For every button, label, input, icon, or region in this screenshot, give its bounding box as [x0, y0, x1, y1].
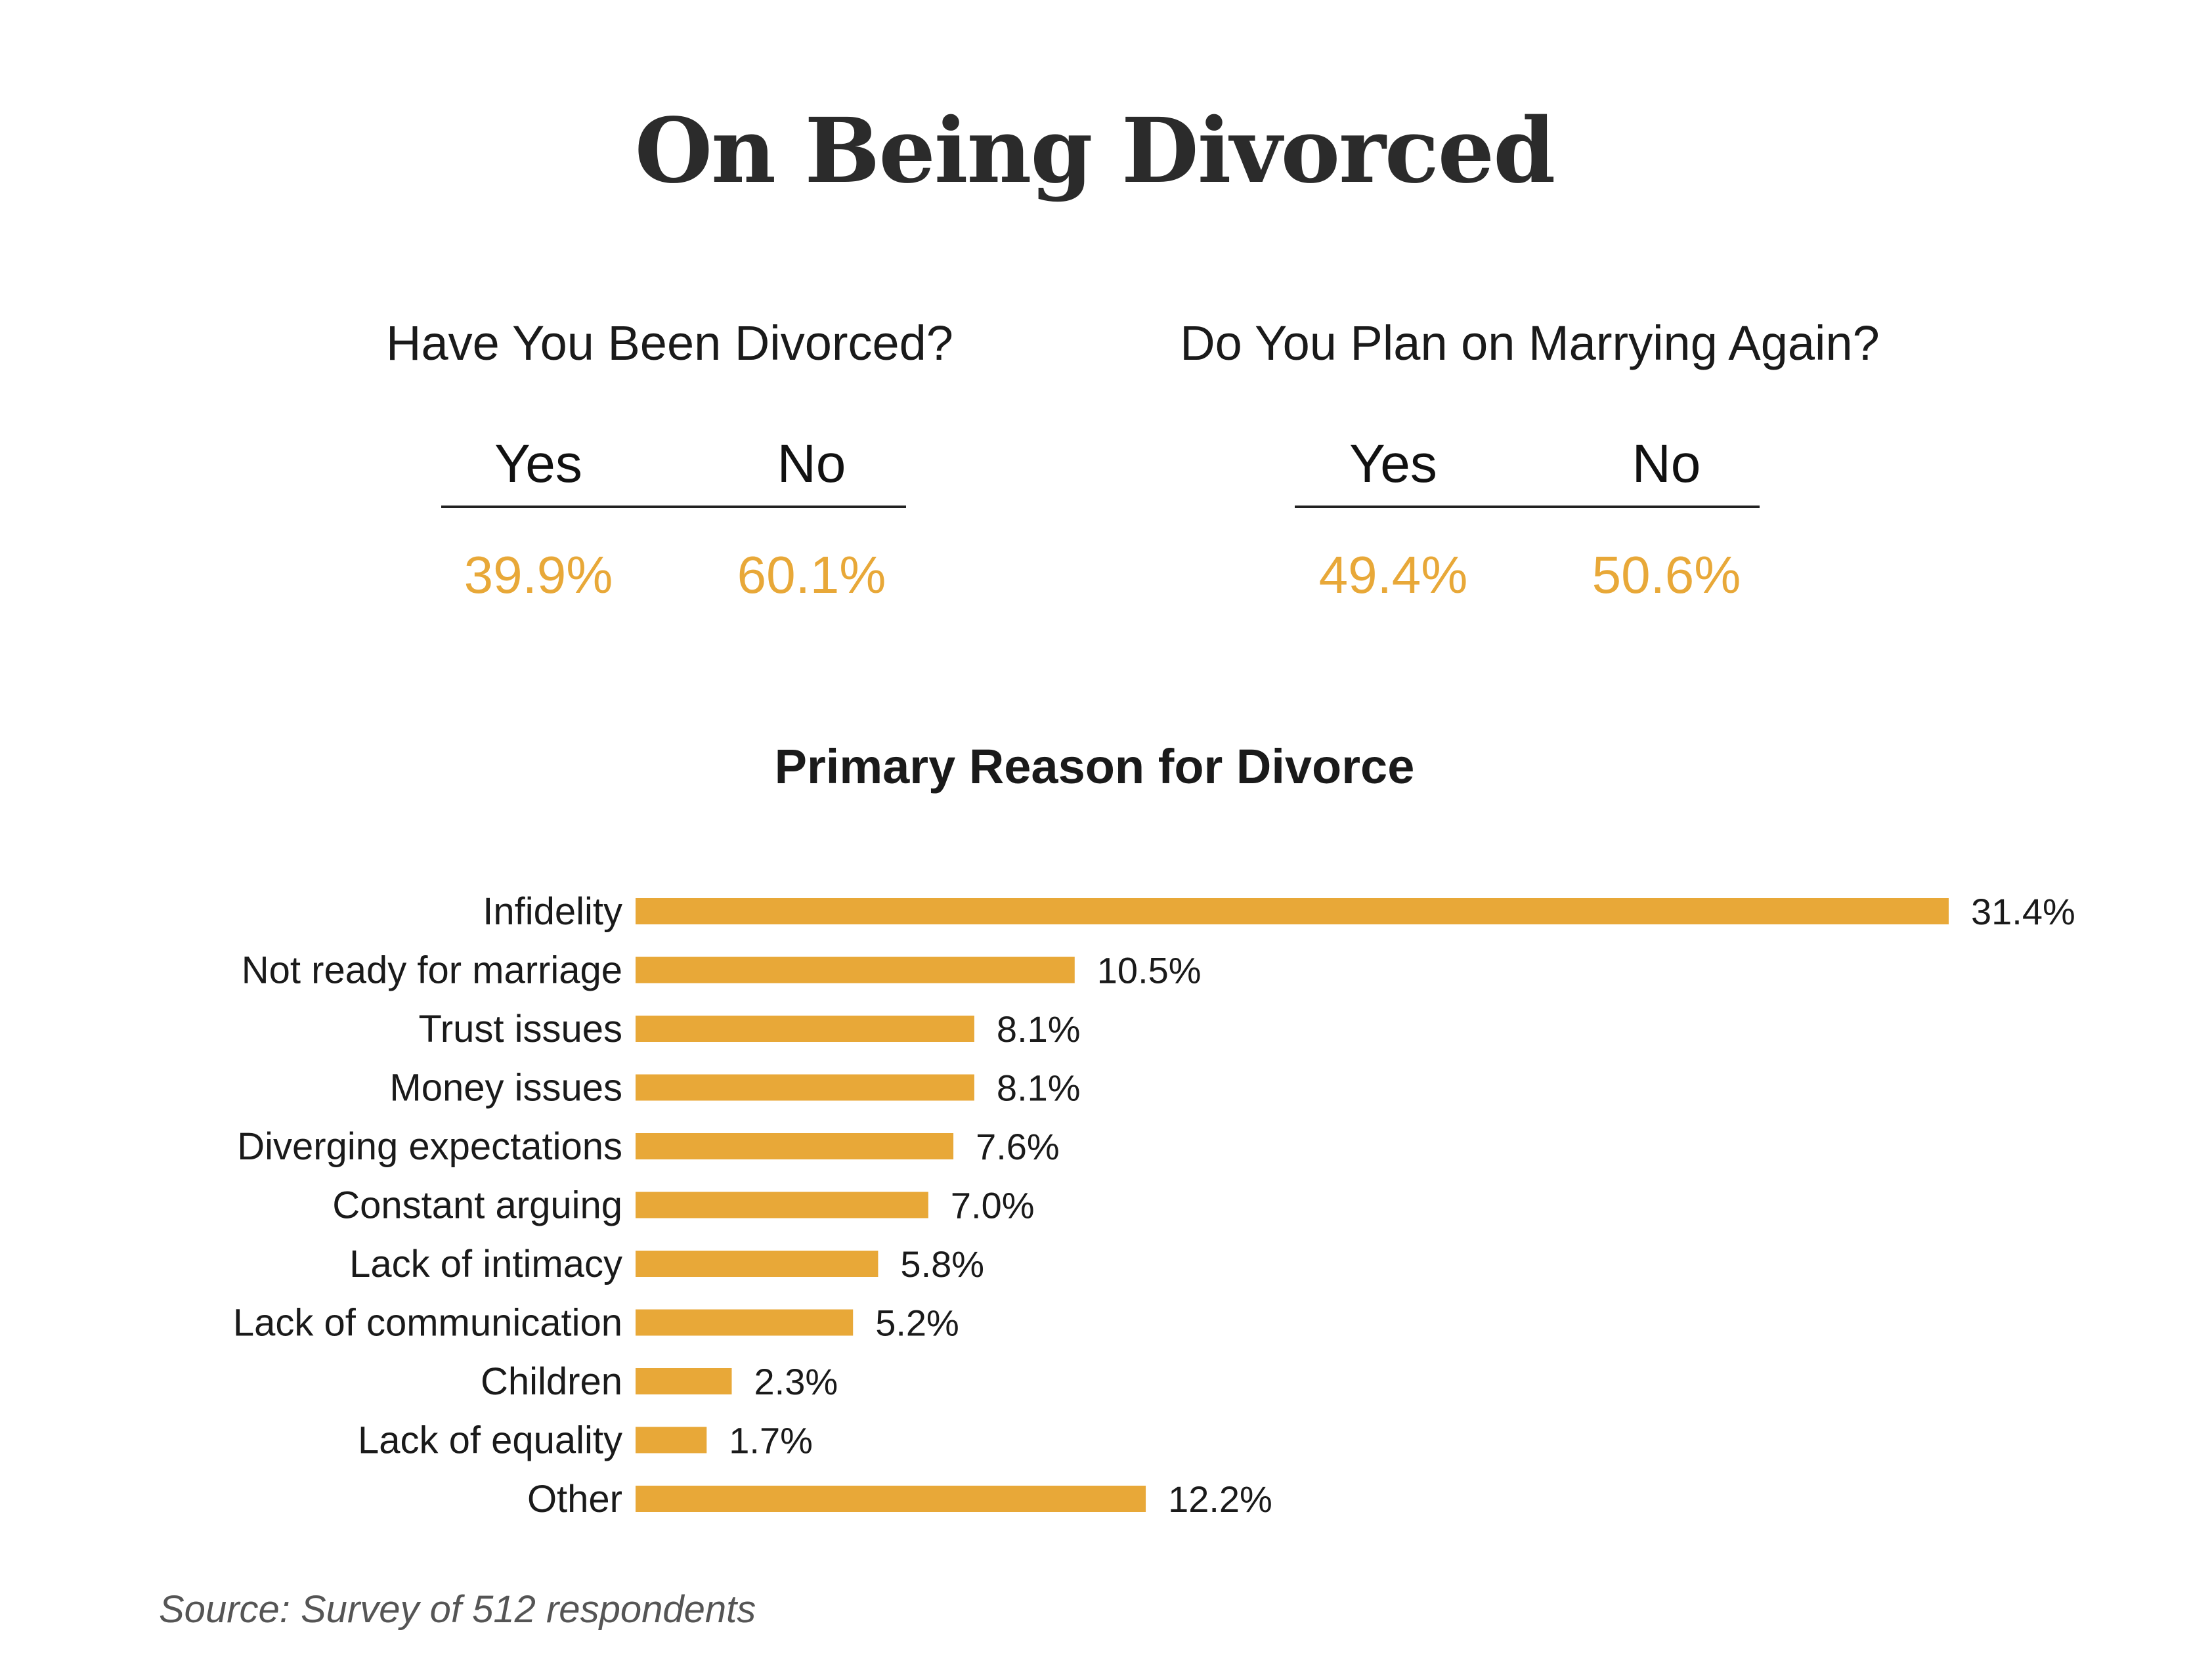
bar-value-7: 5.2% — [875, 1303, 959, 1344]
bar-value-9: 1.7% — [729, 1420, 813, 1461]
bar-value-3: 8.1% — [997, 1067, 1081, 1109]
bar-value-4: 7.6% — [976, 1126, 1060, 1167]
bar-label-2: Trust issues — [419, 1008, 622, 1050]
remarry-question: Do You Plan on Marrying Again? — [1180, 316, 1880, 370]
bar-5 — [636, 1192, 928, 1218]
bar-6 — [636, 1251, 878, 1277]
bar-4 — [636, 1133, 954, 1159]
remarry-no-header: No — [1632, 434, 1701, 494]
bar-label-8: Children — [481, 1360, 622, 1403]
bar-value-6: 5.8% — [900, 1243, 984, 1285]
divorced-yes-value: 39.9% — [464, 546, 613, 604]
bar-8 — [636, 1368, 732, 1394]
bar-label-10: Other — [527, 1478, 622, 1520]
bar-chart-title: Primary Reason for Divorce — [774, 739, 1415, 794]
bar-label-3: Money issues — [389, 1067, 622, 1109]
remarry-divider — [1295, 506, 1760, 508]
bar-value-2: 8.1% — [997, 1008, 1081, 1050]
bar-3 — [636, 1074, 974, 1101]
bar-2 — [636, 1016, 974, 1042]
divorced-question: Have You Been Divorced? — [386, 316, 953, 370]
remarry-yes-header: Yes — [1349, 434, 1437, 494]
bar-0 — [636, 898, 1949, 924]
bar-label-7: Lack of communication — [233, 1302, 622, 1345]
bar-7 — [636, 1309, 854, 1336]
bar-10 — [636, 1486, 1146, 1512]
bar-label-6: Lack of intimacy — [349, 1243, 622, 1285]
page-title: On Being Divorced — [634, 98, 1556, 204]
source-note: Source: Survey of 512 respondents — [159, 1588, 756, 1631]
bar-1 — [636, 957, 1075, 983]
bar-value-1: 10.5% — [1097, 950, 1202, 991]
bar-9 — [636, 1427, 707, 1454]
bar-label-9: Lack of equality — [358, 1419, 622, 1462]
divorced-no-header: No — [777, 434, 846, 494]
divorced-no-value: 60.1% — [737, 546, 886, 604]
remarry-yes-value: 49.4% — [1318, 546, 1468, 604]
bar-value-5: 7.0% — [951, 1185, 1035, 1226]
bar-label-5: Constant arguing — [332, 1184, 622, 1227]
bar-label-0: Infidelity — [483, 890, 622, 933]
reason-bar-chart: Infidelity 31.4% Not ready for marriage 10.… — [233, 890, 2075, 1520]
bar-value-10: 12.2% — [1168, 1478, 1272, 1520]
bar-value-8: 2.3% — [754, 1361, 838, 1402]
bar-label-4: Diverging expectations — [237, 1125, 622, 1168]
divorced-divider — [441, 506, 906, 508]
remarry-no-value: 50.6% — [1592, 546, 1741, 604]
bar-value-0: 31.4% — [1971, 891, 2075, 932]
bar-label-1: Not ready for marriage — [242, 949, 622, 992]
divorced-yes-header: Yes — [494, 434, 582, 494]
